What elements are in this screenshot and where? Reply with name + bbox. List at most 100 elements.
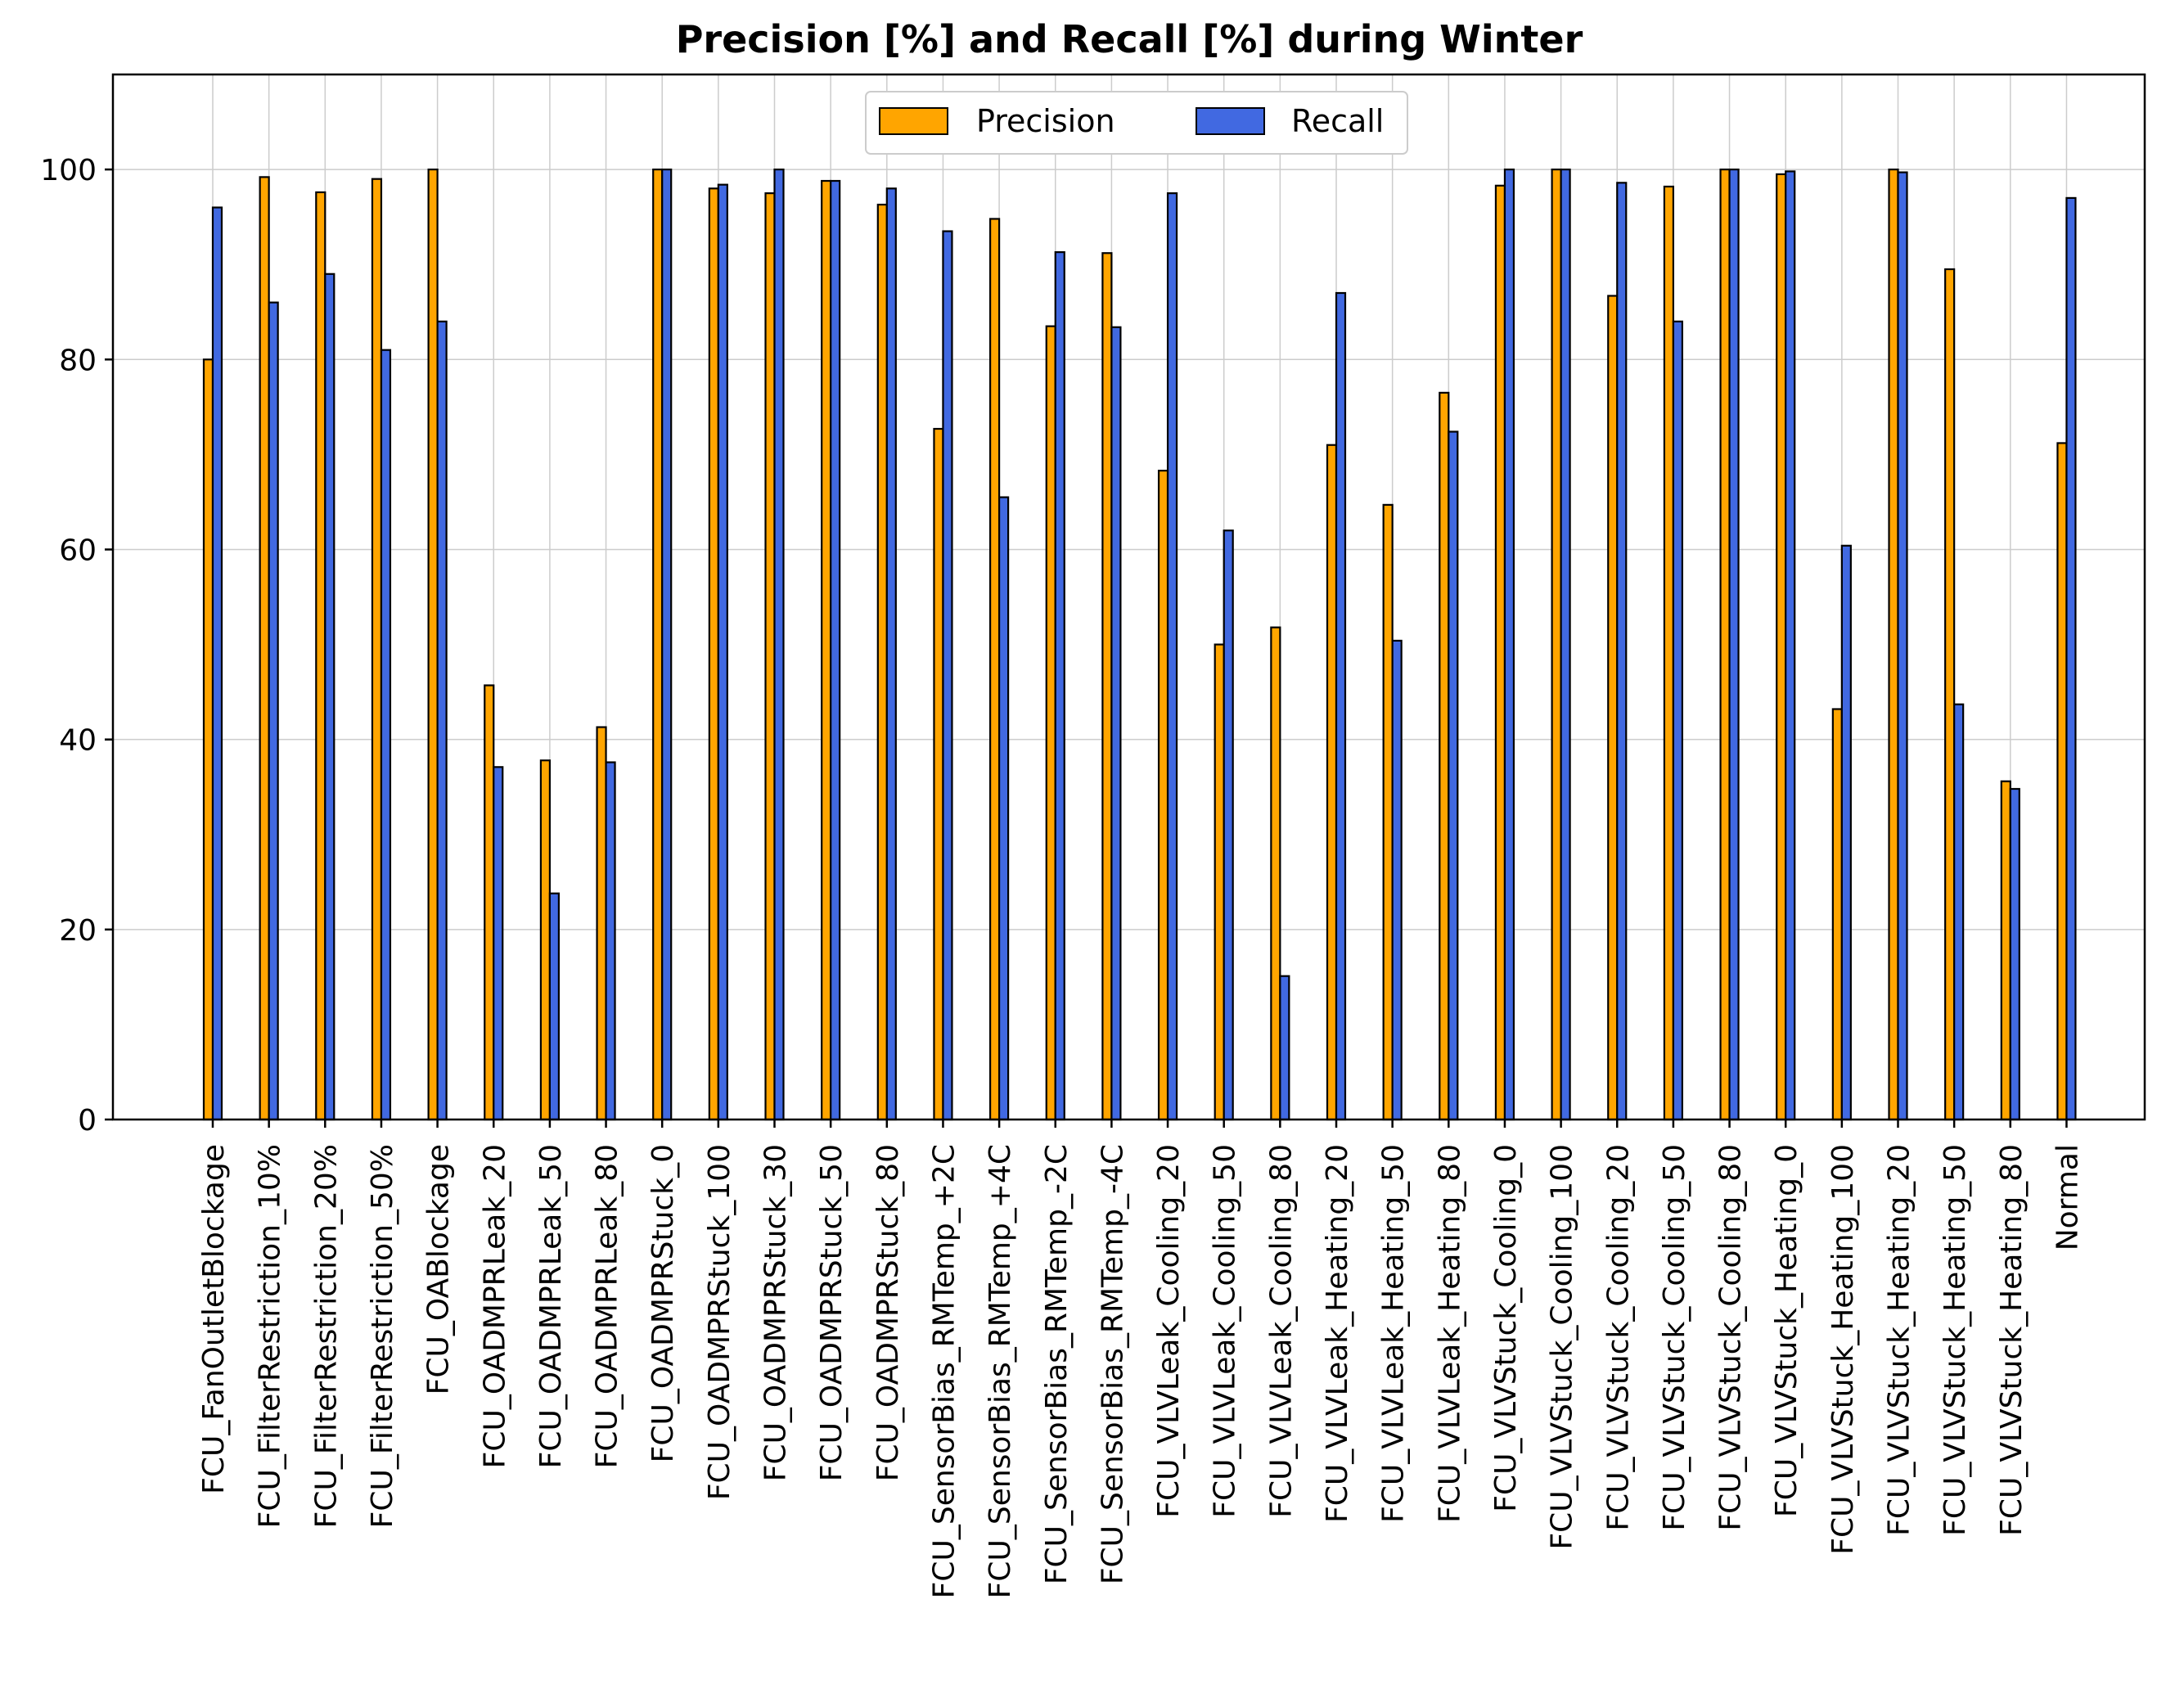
bar-recall (1223, 529, 1234, 1121)
bar-precision (988, 218, 1001, 1121)
x-tick-label: FCU_VLVStuck_Heating_80 (1995, 1144, 2029, 1536)
x-tick-label: FCU_SensorBias_RMTemp_-4C (1096, 1144, 1129, 1584)
bar-precision (1382, 503, 1394, 1121)
x-tick-label: FCU_VLVLeak_Heating_80 (1433, 1144, 1466, 1523)
x-tick-label: FCU_FilterRestriction_20% (309, 1144, 343, 1528)
bar-precision (596, 726, 607, 1121)
x-tick-label: FCU_VLVStuck_Heating_20 (1883, 1144, 1916, 1536)
bar-precision (202, 358, 214, 1121)
x-tick-label: FCU_OADMPRLeak_20 (478, 1144, 511, 1468)
bar-recall (1054, 250, 1065, 1121)
bar-precision (371, 178, 383, 1121)
x-tick-label: FCU_FanOutletBlockage (197, 1144, 231, 1494)
legend-label-recall: Recall (1291, 103, 1384, 139)
bar-precision (427, 168, 439, 1121)
x-tick-label: FCU_OADMPRStuck_50 (815, 1144, 849, 1481)
bar-precision (933, 427, 944, 1121)
y-tick-label: 20 (59, 914, 97, 948)
bar-recall (211, 206, 223, 1121)
bar-recall (1785, 170, 1796, 1121)
bar-recall (380, 349, 392, 1121)
bar-recall (1448, 430, 1459, 1121)
legend-swatch-recall (1196, 107, 1265, 135)
bar-recall (2065, 196, 2077, 1121)
bar-precision (1831, 708, 1843, 1121)
x-tick-label: FCU_VLVStuck_Cooling_100 (1546, 1144, 1579, 1550)
bar-recall (268, 301, 279, 1121)
bar-recall (661, 168, 673, 1121)
bar-precision (1663, 185, 1675, 1121)
legend-label-precision: Precision (976, 103, 1115, 139)
bar-precision (1551, 168, 1562, 1121)
bar-recall (1391, 639, 1403, 1121)
x-tick-label: FCU_OABlockage (422, 1144, 456, 1394)
bar-recall (1503, 168, 1515, 1121)
x-tick-label: FCU_FilterRestriction_10% (254, 1144, 287, 1528)
x-tick-label: FCU_VLVStuck_Heating_100 (1826, 1144, 1860, 1555)
bar-precision (1944, 268, 1956, 1121)
bar-precision (1439, 391, 1450, 1121)
x-tick-label: FCU_VLVStuck_Heating_0 (1770, 1144, 1803, 1517)
legend-frame (865, 91, 1408, 155)
bar-recall (1166, 192, 1178, 1121)
bar-recall (493, 766, 504, 1121)
chart-title: Precision [%] and Recall [%] during Wint… (676, 17, 1583, 61)
x-tick-label: FCU_SensorBias_RMTemp_+4C (984, 1144, 1017, 1598)
y-axis: 0 20 40 60 80 100 (40, 154, 113, 1138)
bar-recall (436, 320, 448, 1121)
x-tick-label: FCU_VLVStuck_Cooling_50 (1658, 1144, 1691, 1531)
bar-precision (539, 759, 552, 1121)
bar-recall (1110, 326, 1122, 1121)
x-tick-label: FCU_VLVStuck_Cooling_20 (1601, 1144, 1635, 1531)
bar-precision (764, 192, 776, 1121)
bar-precision (1719, 168, 1731, 1121)
bars-group (202, 168, 2077, 1121)
bar-precision (876, 203, 888, 1121)
bar-recall (1279, 975, 1290, 1121)
bar-precision (484, 684, 495, 1121)
bar-recall (1728, 168, 1740, 1121)
bar-recall (324, 273, 335, 1121)
plot-frame (111, 73, 2146, 1121)
bar-recall (1335, 291, 1347, 1121)
x-tick-label: FCU_VLVLeak_Cooling_50 (1209, 1144, 1242, 1518)
legend: Precision Recall (865, 91, 1408, 155)
x-tick-label: FCU_OADMPRStuck_80 (871, 1144, 905, 1481)
bar-precision (1776, 173, 1787, 1121)
legend-swatch-precision (879, 107, 948, 135)
x-tick-label: FCU_VLVLeak_Cooling_80 (1264, 1144, 1298, 1518)
x-tick-label: FCU_OADMPRStuck_0 (646, 1144, 680, 1462)
bar-precision (1888, 168, 1899, 1121)
x-tick-label: FCU_VLVLeak_Cooling_20 (1152, 1144, 1186, 1518)
bar-precision (2000, 780, 2011, 1121)
bar-precision (1214, 643, 1225, 1121)
bar-recall (717, 183, 728, 1121)
bar-recall (1672, 320, 1684, 1121)
y-tick-label: 80 (59, 344, 97, 377)
x-tick-label: FCU_OADMPRLeak_50 (534, 1144, 568, 1468)
bar-precision (708, 187, 719, 1121)
x-tick-label: FCU_VLVStuck_Cooling_80 (1714, 1144, 1748, 1531)
bar-precision (259, 176, 270, 1121)
bar-recall (1897, 171, 1908, 1121)
y-tick-label: 40 (59, 724, 97, 758)
bar-precision (2056, 442, 2068, 1121)
bar-recall (548, 892, 561, 1121)
x-tick-label: FCU_VLVLeak_Heating_20 (1321, 1144, 1354, 1523)
bar-precision (1157, 469, 1169, 1121)
x-tick-label: FCU_OADMPRStuck_30 (759, 1144, 793, 1481)
x-tick-label: FCU_SensorBias_RMTemp_+2C (927, 1144, 961, 1598)
bar-precision (652, 168, 664, 1121)
x-tick-label: FCU_OADMPRStuck_100 (703, 1144, 736, 1500)
bar-recall (885, 187, 897, 1121)
x-tick-label: FCU_VLVLeak_Heating_50 (1377, 1144, 1411, 1523)
bar-recall (997, 496, 1010, 1121)
x-tick-label: FCU_FilterRestriction_50% (366, 1144, 399, 1528)
bar-recall (605, 761, 616, 1121)
bar-recall (942, 230, 953, 1121)
bar-precision (1270, 626, 1281, 1121)
y-tick-label: 0 (78, 1104, 97, 1138)
x-tick-label: FCU_VLVStuck_Cooling_0 (1489, 1144, 1523, 1512)
bar-recall (2009, 787, 2020, 1121)
